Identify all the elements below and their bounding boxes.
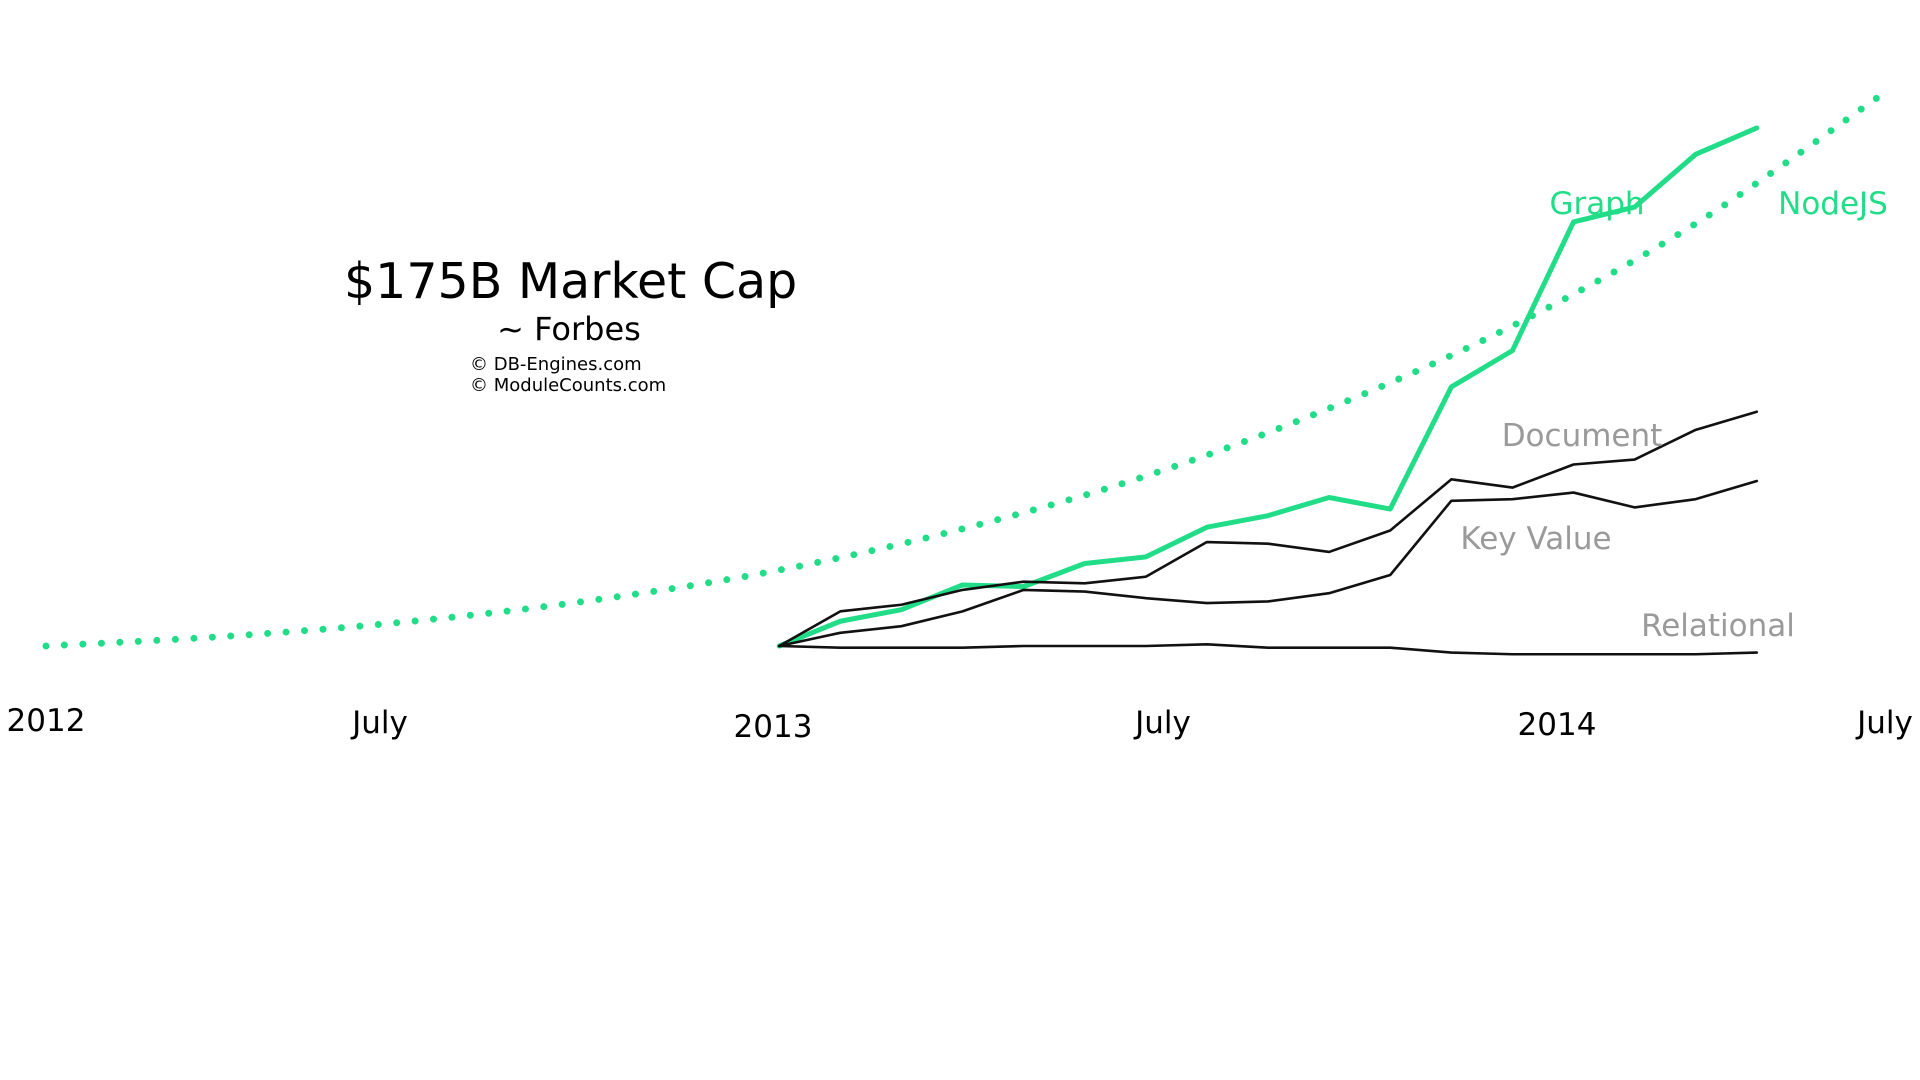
headline: $175B Market Cap: [344, 253, 798, 310]
x-tick-label: 2012: [7, 703, 86, 739]
credit-db-engines: © DB-Engines.com: [470, 354, 642, 375]
series-line-key-value: [777, 479, 1759, 648]
series-label-key-value: Key Value: [1460, 521, 1611, 557]
x-tick-label: 2013: [734, 709, 813, 745]
x-tick-label: July: [1855, 705, 1913, 741]
series-label-nodejs: NodeJS: [1778, 186, 1888, 222]
series-label-relational: Relational: [1641, 608, 1795, 644]
x-tick-label: July: [350, 705, 408, 741]
series-line-nodejs: [42, 93, 1883, 650]
series-label-document: Document: [1502, 418, 1663, 454]
credit-modulecounts: © ModuleCounts.com: [470, 375, 667, 396]
series-line-relational: [777, 643, 1759, 656]
x-tick-label: 2014: [1518, 707, 1597, 743]
x-tick-label: July: [1133, 705, 1191, 741]
series-line-graph: [776, 125, 1760, 649]
series-label-graph: Graph: [1549, 186, 1644, 222]
series-line-document: [777, 410, 1759, 648]
headline-source: ~ Forbes: [497, 310, 641, 348]
